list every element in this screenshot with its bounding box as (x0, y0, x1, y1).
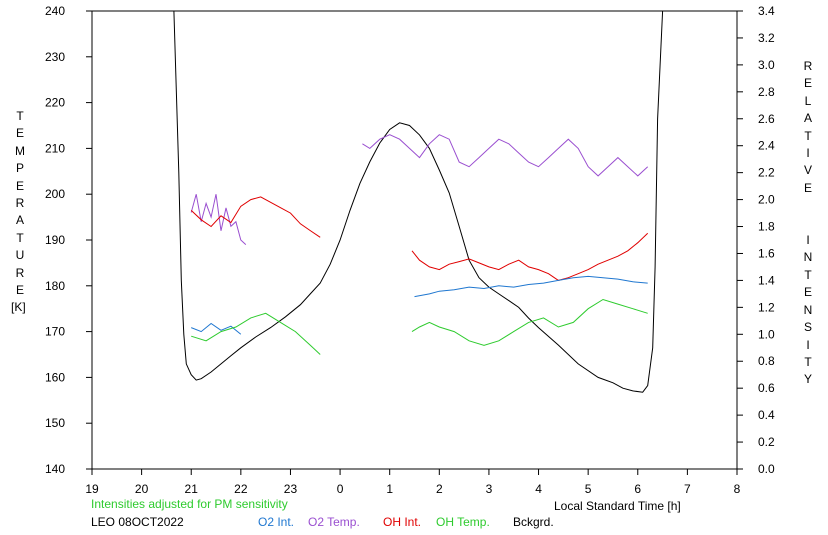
right-tick-label: 1.6 (758, 246, 775, 260)
left-axis-label: T E M P E R A T U R E (15, 109, 25, 298)
x-tick-label: 3 (486, 482, 493, 496)
left-tick-label: 240 (45, 4, 65, 18)
x-tick-label: 8 (734, 482, 741, 496)
series-o2_int-line (414, 275, 648, 298)
right-tick-label: 2.4 (758, 139, 775, 153)
series-oh_int-line (190, 196, 321, 238)
series-o2_temp-line (362, 134, 649, 177)
x-tick-label: 2 (436, 482, 443, 496)
series-background-line (173, 10, 664, 393)
x-tick-label: 1 (386, 482, 393, 496)
series-oh_int-line (411, 232, 649, 281)
legend-oh-temp: OH Temp. (436, 515, 490, 529)
right-axis-label: R E L A T I V E I N T E N S I T Y (803, 59, 813, 387)
series-oh_temp-line (411, 298, 648, 346)
left-tick-label: 210 (45, 141, 65, 155)
right-tick-label: 3.0 (758, 58, 775, 72)
right-tick-label: 3.2 (758, 31, 775, 45)
x-tick-label: 6 (634, 482, 641, 496)
left-tick-label: 140 (45, 462, 65, 476)
right-tick-label: 0.6 (758, 381, 775, 395)
right-tick-label: 2.6 (758, 112, 775, 126)
plot-area (173, 10, 664, 393)
x-tick-label: 20 (135, 482, 149, 496)
left-tick-label: 200 (45, 187, 65, 201)
x-axis-label: Local Standard Time [h] (554, 499, 681, 513)
left-tick-label: 230 (45, 50, 65, 64)
right-tick-label: 1.4 (758, 273, 775, 287)
legend-o2-temp: O2 Temp. (308, 515, 360, 529)
left-tick-label: 160 (45, 370, 65, 384)
x-tick-label: 22 (234, 482, 248, 496)
right-tick-label: 2.0 (758, 193, 775, 207)
right-tick-label: 2.8 (758, 85, 775, 99)
x-tick-label: 5 (585, 482, 592, 496)
right-tick-label: 1.2 (758, 300, 775, 314)
x-tick-label: 7 (684, 482, 691, 496)
x-tick-label: 0 (337, 482, 344, 496)
series-o2_temp-line (190, 194, 247, 245)
right-tick-label: 0.0 (758, 462, 775, 476)
series-o2_int-line (191, 322, 242, 335)
x-tick-label: 4 (535, 482, 542, 496)
right-tick-label: 0.8 (758, 354, 775, 368)
x-tick-label: 23 (284, 482, 298, 496)
series-oh_temp-line (191, 312, 321, 355)
legend-o2-int: O2 Int. (258, 515, 295, 529)
note-text: Intensities adjusted for PM sensitivity (91, 497, 288, 511)
station-label: LEO 08OCT2022 (91, 515, 184, 529)
legend-background: Bckgrd. (513, 515, 554, 529)
right-tick-label: 0.2 (758, 435, 775, 449)
left-tick-label: 180 (45, 279, 65, 293)
right-tick-label: 1.8 (758, 220, 775, 234)
x-tick-label: 19 (85, 482, 99, 496)
legend-oh-int: OH Int. (383, 515, 422, 529)
x-tick-label: 21 (185, 482, 199, 496)
left-tick-label: 190 (45, 233, 65, 247)
left-tick-label: 220 (45, 96, 65, 110)
right-tick-label: 0.4 (758, 408, 775, 422)
right-tick-label: 1.0 (758, 327, 775, 341)
left-tick-label: 150 (45, 416, 65, 430)
left-axis-unit: [K] (11, 300, 26, 314)
right-tick-label: 3.4 (758, 4, 775, 18)
left-tick-label: 170 (45, 325, 65, 339)
axes: 1401501601701801902002102202302400.00.20… (45, 4, 775, 496)
right-tick-label: 2.2 (758, 166, 775, 180)
